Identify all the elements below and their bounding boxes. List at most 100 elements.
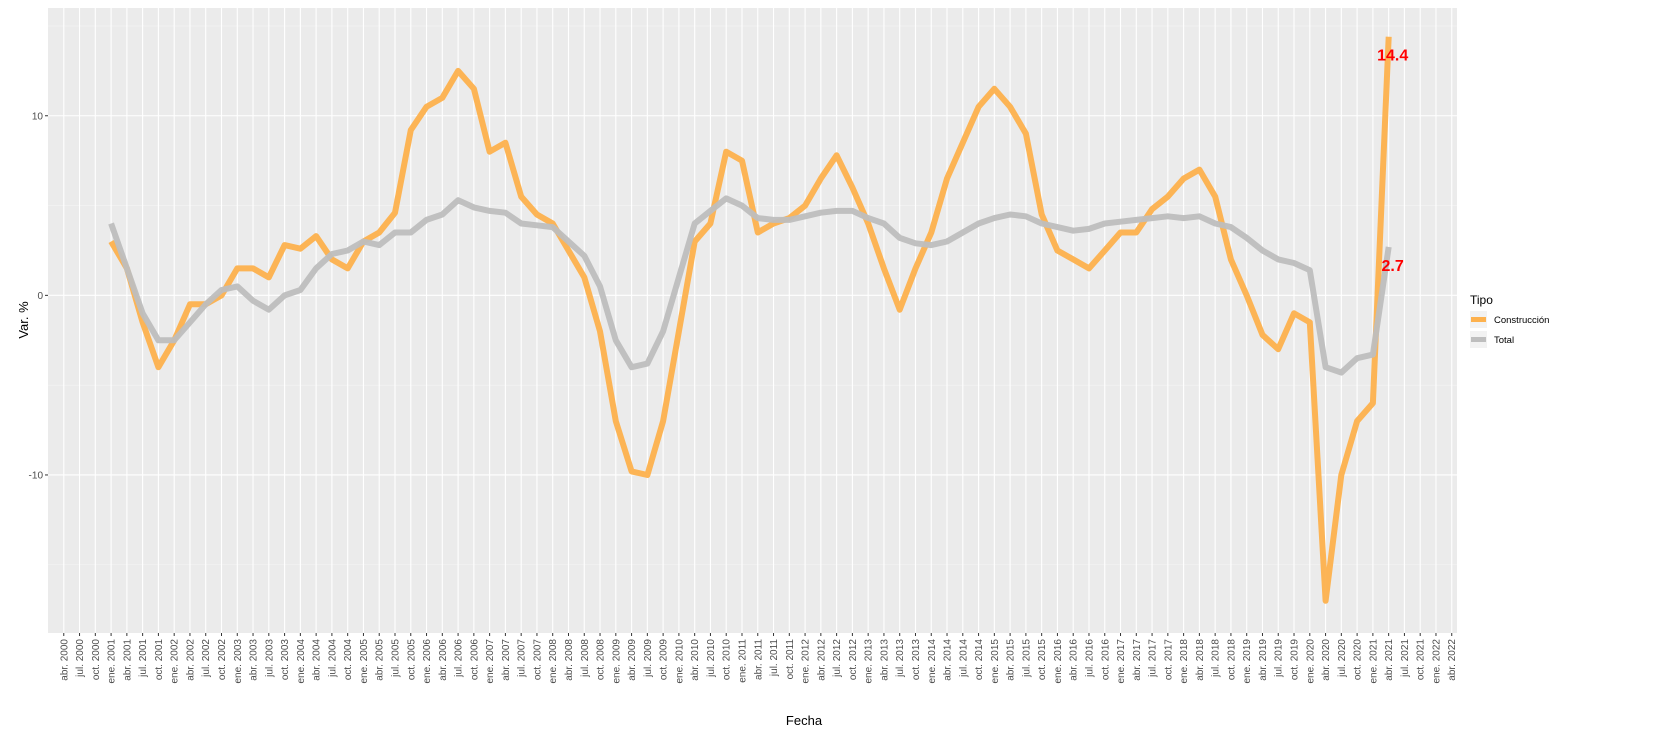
series-line [108,195,1392,376]
x-tick-label: ene. 2001 [107,639,118,684]
x-tick-label: jul. 2014 [958,639,969,678]
x-tick-label: abr. 2011 [753,639,764,680]
x-tick-label: abr. 2020 [1321,639,1332,681]
legend-label: Total [1494,335,1514,346]
x-tick-label: ene. 2013 [864,639,875,684]
x-tick-label: abr. 2014 [943,639,954,681]
y-tick-label: 10 [32,111,44,122]
x-tick-label: oct. 2002 [217,639,228,681]
x-tick-label: jul. 2012 [832,639,843,678]
x-tick-label: ene. 2019 [1242,639,1253,684]
x-tick-label: jul. 2000 [75,639,86,678]
x-tick-label: jul. 2008 [580,639,591,678]
x-tick-label: oct. 2003 [280,639,291,681]
x-tick-label: abr. 2012 [816,639,827,681]
x-tick-label: jul. 2001 [138,639,149,678]
x-tick-label: jul. 2004 [327,639,338,678]
x-tick-label: jul. 2003 [264,639,275,678]
x-tick-label: abr. 2013 [879,639,890,681]
x-tick-label: oct. 2016 [1100,639,1111,681]
x-tick-label: oct. 2001 [154,639,165,681]
x-tick-label: jul. 2010 [706,639,717,678]
x-tick-label: ene. 2008 [548,639,559,684]
x-tick-label: ene. 2021 [1368,639,1379,684]
x-tick-label: abr. 2021 [1384,639,1395,681]
x-tick-label: oct. 2019 [1290,639,1301,681]
x-tick-label: ene. 2002 [170,639,181,684]
x-tick-label: ene. 2003 [233,639,244,684]
x-axis-title: Fecha [786,713,823,728]
x-tick-label: jul. 2002 [201,639,212,678]
x-tick-label: ene. 2016 [1053,639,1064,684]
x-tick-label: ene. 2012 [801,639,812,684]
x-tick-label: abr. 2018 [1195,639,1206,681]
x-tick-label: ene. 2006 [422,639,433,684]
x-tick-label: oct. 2004 [343,639,354,681]
x-tick-label: abr. 2010 [690,639,701,681]
x-tick-label: oct. 2008 [596,639,607,681]
x-tick-label: oct. 2009 [659,639,670,681]
x-tick-label: jul. 2020 [1337,639,1348,678]
x-tick-label: jul. 2018 [1211,639,1222,678]
x-tick-label: oct. 2007 [532,639,543,681]
x-tick-label: abr. 2016 [1069,639,1080,681]
x-tick-label: oct. 2012 [848,639,859,681]
x-tick-label: jul. 2016 [1084,639,1095,678]
x-tick-label: ene. 2020 [1305,639,1316,684]
annotation: 2.7 [1382,258,1404,275]
y-tick-label: -10 [29,470,44,481]
annotation: 14.4 [1377,48,1408,65]
x-tick-label: abr. 2000 [59,639,70,681]
x-tick-label: abr. 2006 [438,639,449,681]
x-tick-label: jul. 2011 [769,639,780,678]
x-tick-label: ene. 2004 [296,639,307,684]
x-tick-label: oct. 2020 [1353,639,1364,681]
x-tick-label: abr. 2005 [375,639,386,681]
legend-label: Construcción [1494,315,1549,326]
x-tick-label: jul. 2013 [895,639,906,678]
x-tick-label: oct. 2011 [785,639,796,680]
x-tick-label: jul. 2015 [1021,639,1032,678]
x-tick-label: abr. 2003 [249,639,260,681]
x-tick-label: ene. 2022 [1431,639,1442,684]
panel [48,8,1457,633]
x-tick-label: abr. 2002 [185,639,196,681]
x-tick-label: ene. 2017 [1116,639,1127,684]
x-tick-label: jul. 2019 [1274,639,1285,678]
x-tick-label: abr. 2015 [1006,639,1017,681]
legend-title: Tipo [1470,293,1493,307]
x-tick-label: abr. 2009 [627,639,638,681]
x-tick-label: ene. 2018 [1179,639,1190,684]
x-tick-label: oct. 2015 [1037,639,1048,681]
x-tick-label: abr. 2022 [1447,639,1458,681]
x-tick-label: ene. 2009 [611,639,622,684]
x-tick-label: jul. 2021 [1400,639,1411,678]
x-tick-label: ene. 2011 [737,639,748,683]
x-tick-label: oct. 2010 [722,639,733,681]
x-tick-label: jul. 2007 [517,639,528,678]
x-tick-label: oct. 2013 [911,639,922,681]
x-tick-label: abr. 2007 [501,639,512,681]
x-tick-label: abr. 2017 [1132,639,1143,681]
x-tick-label: ene. 2014 [927,639,938,684]
x-tick-label: oct. 2006 [469,639,480,681]
y-tick-label: 0 [37,291,43,302]
x-tick-label: ene. 2010 [674,639,685,684]
x-tick-label: abr. 2019 [1258,639,1269,681]
x-tick-label: abr. 2004 [312,639,323,681]
x-tick-label: oct. 2014 [974,639,985,681]
x-tick-label: jul. 2005 [390,639,401,678]
x-tick-label: oct. 2000 [91,639,102,681]
y-axis-title: Var. % [16,301,31,339]
x-tick-label: oct. 2018 [1226,639,1237,681]
x-tick-label: oct. 2021 [1416,639,1427,681]
x-tick-label: jul. 2006 [454,639,465,678]
x-tick-label: abr. 2001 [122,639,133,681]
x-tick-label: oct. 2017 [1163,639,1174,681]
x-tick-label: jul. 2017 [1148,639,1159,678]
x-tick-label: ene. 2015 [990,639,1001,684]
x-tick-label: abr. 2008 [564,639,575,681]
series-line [108,36,1392,604]
x-tick-label: oct. 2005 [406,639,417,681]
